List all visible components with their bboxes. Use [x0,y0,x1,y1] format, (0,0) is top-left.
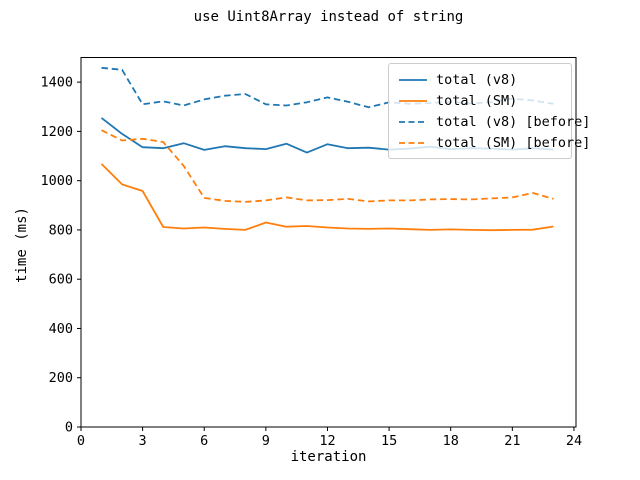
x-tick-label: 12 [319,433,335,449]
x-axis-label: iteration [290,449,367,465]
legend-line-sample [399,120,427,123]
legend-item: total (SM) [398,93,563,109]
axes-spines [80,57,577,428]
x-tick-label: 15 [381,433,397,449]
y-tick-label: 800 [49,222,73,238]
legend-item: total (v8) [before] [398,114,590,130]
y-axis-label: time (ms) [14,207,30,283]
y-tick-label: 400 [49,321,73,337]
y-tick-label: 1400 [40,75,73,91]
y-tick-label: 1200 [40,124,73,140]
y-tick-label: 0 [65,420,73,436]
x-tick-label: 18 [443,433,459,449]
x-tick-label: 24 [566,433,582,449]
legend-line-sample [399,141,427,144]
legend-label: total (v8) [436,71,518,88]
legend-line-sample [399,78,427,81]
legend-label: total (SM) [436,92,518,109]
x-tick-label: 9 [262,433,270,449]
y-tick-label: 200 [49,370,73,386]
series-line-1 [100,163,554,232]
x-tick-label: 6 [200,433,208,449]
y-tick-label: 600 [49,272,73,288]
x-tick-label: 21 [504,433,520,449]
series-line-3 [101,129,554,203]
legend: total (v8) total (SM) total (v8) [before… [388,63,590,159]
y-tick-label: 1000 [40,173,73,189]
legend-label: total (SM) [before] [436,134,591,151]
chart-title: use Uint8Array instead of string [193,9,464,25]
legend-label: total (v8) [before] [436,113,591,130]
x-tick-label: 0 [77,433,85,449]
legend-item: total (v8) [398,72,563,88]
legend-item: total (SM) [before] [398,135,590,151]
x-tick-label: 3 [139,433,147,449]
legend-line-sample [399,99,427,102]
